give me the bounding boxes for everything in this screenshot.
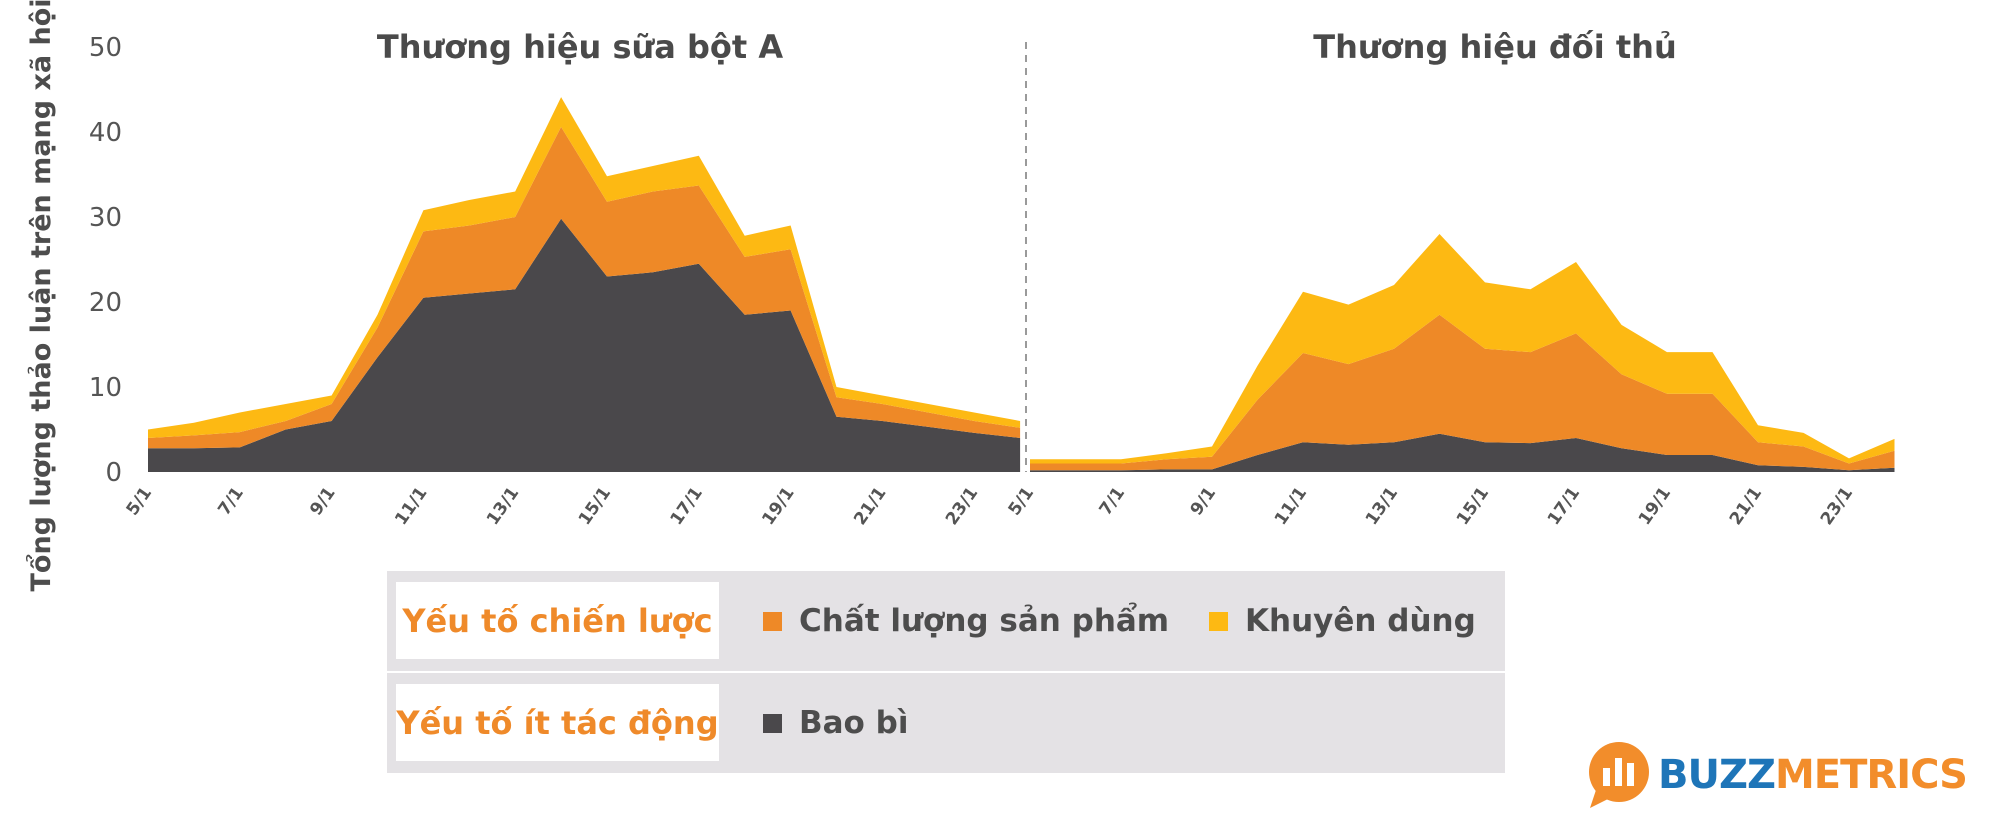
legend-category-low-impact: Yếu tố ít tác động xyxy=(396,684,719,761)
buzzmetrics-logo: BUZZ METRICS xyxy=(1586,740,1968,810)
panel-competitor: 5/1 7/1 9/1 11/1 13/1 15/1 17/1 19/1 21/1 23/1 Thư… xyxy=(1005,28,1895,529)
y-axis-label: Tổng lượng thảo luận trên mạng xã hội xyxy=(24,0,57,592)
legend-label-packaging: Bao bì xyxy=(799,705,909,741)
y-tick-label: 20 xyxy=(89,288,122,318)
x-tick-label: 23/1 xyxy=(942,483,982,529)
panel-title-brand-a: Thương hiệu sữa bột A xyxy=(377,28,783,66)
x-tick-label: 13/1 xyxy=(483,483,523,529)
x-tick-label: 21/1 xyxy=(1726,483,1766,529)
legend-item-quality: Chất lượng sản phẩm xyxy=(763,571,1169,671)
x-tick-label: 9/1 xyxy=(1187,483,1221,519)
x-tick-label: 11/1 xyxy=(1271,483,1311,529)
x-tick-label: 15/1 xyxy=(1453,483,1493,529)
legend-swatch-recommend xyxy=(1209,611,1228,631)
area-series-quality-competitor xyxy=(1030,314,1895,471)
y-tick-label: 50 xyxy=(89,33,122,63)
panel-title-competitor: Thương hiệu đối thủ xyxy=(1313,28,1676,66)
logo-text-buzz: BUZZ xyxy=(1658,752,1776,798)
x-tick-label: 17/1 xyxy=(1544,483,1584,529)
y-tick-label: 30 xyxy=(89,203,122,233)
area-series-packaging-brand-a xyxy=(148,218,1021,472)
x-tick-label: 11/1 xyxy=(391,483,431,529)
x-tick-label: 19/1 xyxy=(758,483,798,529)
y-tick-label: 40 xyxy=(89,118,122,148)
x-tick-label: 13/1 xyxy=(1362,483,1402,529)
x-tick-label: 5/1 xyxy=(1005,483,1039,519)
legend-category-strategic: Yếu tố chiến lược xyxy=(396,582,719,659)
y-tick-label: 10 xyxy=(89,373,122,403)
legend-swatch-quality xyxy=(763,611,782,631)
legend-item-recommend: Khuyên dùng xyxy=(1209,571,1476,671)
logo-text-metrics: METRICS xyxy=(1774,752,1968,798)
legend-row-strategic: Yếu tố chiến lược Chất lượng sản phẩm Kh… xyxy=(387,571,1505,671)
area-series-packaging-competitor xyxy=(1030,433,1895,472)
x-tick-label: 23/1 xyxy=(1817,483,1857,529)
logo-bars-icon xyxy=(1589,742,1649,808)
legend-label-recommend: Khuyên dùng xyxy=(1245,603,1476,639)
panel-brand-a: 5/1 7/1 9/1 11/1 13/1 15/1 17/1 19/1 21/1 23/1 Thư… xyxy=(123,28,1021,529)
x-tick-label: 7/1 xyxy=(214,483,248,519)
x-tick-label: 15/1 xyxy=(575,483,615,529)
x-tick-label: 17/1 xyxy=(667,483,707,529)
area-series-quality-brand-a xyxy=(148,126,1021,449)
x-tick-label: 19/1 xyxy=(1635,483,1675,529)
x-tick-label: 7/1 xyxy=(1096,483,1130,519)
x-tick-label: 21/1 xyxy=(850,483,890,529)
legend-label-quality: Chất lượng sản phẩm xyxy=(799,603,1170,639)
x-tick-label: 5/1 xyxy=(123,483,157,519)
x-tick-label: 9/1 xyxy=(306,483,340,519)
legend-swatch-packaging xyxy=(763,713,782,733)
y-tick-label: 0 xyxy=(105,458,122,488)
legend-item-packaging: Bao bì xyxy=(763,673,908,773)
area-series-recommend-competitor xyxy=(1030,234,1895,464)
legend-row-low-impact: Yếu tố ít tác động Bao bì xyxy=(387,673,1505,773)
